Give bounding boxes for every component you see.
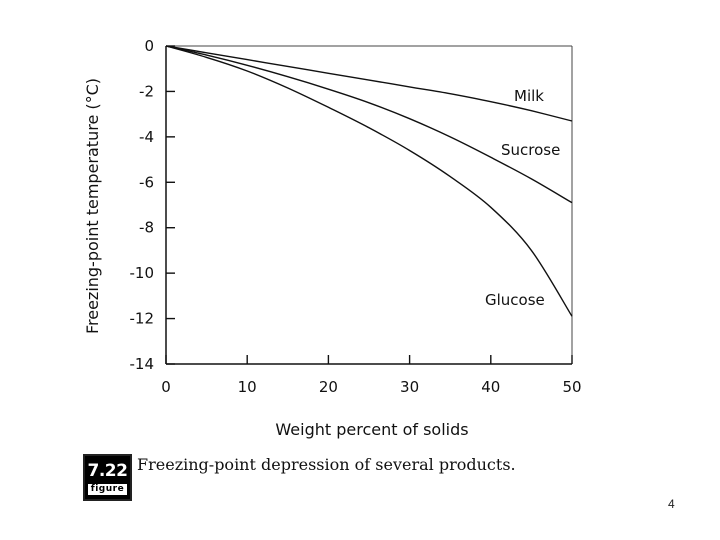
figure-number: 7.22	[87, 460, 128, 481]
series-label-sucrose: Sucrose	[501, 141, 560, 159]
y-tick-label: -10	[130, 264, 155, 282]
y-tick-label: -8	[139, 219, 154, 237]
y-tick-label: -6	[139, 173, 154, 191]
page-number: 4	[668, 497, 675, 511]
x-axis-ticks: 0 10 20 30 40 50	[161, 355, 582, 396]
y-tick-label: -2	[139, 82, 154, 100]
y-axis-title: Freezing-point temperature (°C)	[83, 78, 102, 334]
figure-badge: 7.22 figure	[83, 454, 132, 501]
series-lines	[165, 45, 573, 317]
y-tick-label: -4	[139, 128, 154, 146]
x-tick-label: 40	[481, 378, 500, 396]
y-axis-ticks: 0 -2 -4 -6 -8 -10 -12 -14	[130, 37, 175, 373]
x-axis-title: Weight percent of solids	[275, 420, 468, 439]
y-tick-label: -14	[130, 355, 155, 373]
x-tick-label: 0	[161, 378, 171, 396]
series-line-milk	[165, 45, 573, 122]
y-tick-label: 0	[144, 37, 154, 55]
x-tick-label: 30	[400, 378, 419, 396]
figure-word: figure	[87, 483, 128, 495]
series-label-milk: Milk	[514, 87, 544, 105]
x-tick-label: 10	[238, 378, 257, 396]
x-tick-label: 50	[562, 378, 581, 396]
series-label-glucose: Glucose	[485, 291, 545, 309]
series-line-glucose	[165, 45, 573, 317]
figure-caption: Freezing-point depression of several pro…	[137, 455, 516, 474]
y-tick-label: -12	[130, 310, 155, 328]
x-tick-label: 20	[319, 378, 338, 396]
series-line-sucrose	[165, 45, 573, 204]
